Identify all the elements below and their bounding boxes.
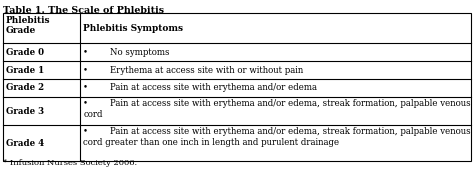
Text: •        Erythema at access site with or without pain: • Erythema at access site with or withou… [83,66,303,75]
Text: Grade 1: Grade 1 [6,66,44,75]
Text: * Infusion Nurses Society 2006.: * Infusion Nurses Society 2006. [3,159,137,167]
Text: Grade 0: Grade 0 [6,48,44,57]
Text: Grade 3: Grade 3 [6,107,44,116]
Bar [3,13,471,161]
Text: •        Pain at access site with erythema and/or edema, streak formation, palpa: • Pain at access site with erythema and/… [83,99,471,119]
Text: Grade 2: Grade 2 [6,83,44,92]
Text: Phlebitis Symptoms: Phlebitis Symptoms [83,24,183,33]
Text: Grade 4: Grade 4 [6,139,44,148]
Text: •        Pain at access site with erythema and/or edema, streak formation, palpa: • Pain at access site with erythema and/… [83,127,471,148]
Text: Phlebitis
Grade: Phlebitis Grade [6,16,51,35]
Text: Table 1. The Scale of Phlebitis: Table 1. The Scale of Phlebitis [3,6,164,15]
Text: •        No symptoms: • No symptoms [83,48,170,57]
Text: •        Pain at access site with erythema and/or edema: • Pain at access site with erythema and/… [83,83,317,92]
